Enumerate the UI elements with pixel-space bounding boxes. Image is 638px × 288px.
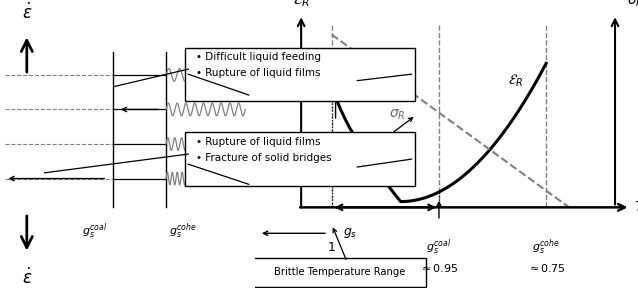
Text: $1$: $1$ (327, 241, 336, 254)
Text: Brittle Temperature Range: Brittle Temperature Range (274, 267, 405, 277)
Text: • Difficult liquid feeding: • Difficult liquid feeding (196, 52, 321, 62)
FancyBboxPatch shape (253, 258, 426, 287)
Text: $g_s^{coal}$: $g_s^{coal}$ (82, 222, 107, 241)
Text: $\approx 0.75$: $\approx 0.75$ (527, 262, 565, 274)
Text: $\mathcal{E}_R$: $\mathcal{E}_R$ (293, 0, 309, 9)
Text: $\sigma_R$: $\sigma_R$ (627, 0, 638, 9)
Text: $\approx 0.95$: $\approx 0.95$ (419, 262, 459, 274)
Text: $g_s^{coal}$: $g_s^{coal}$ (426, 238, 452, 257)
Text: $T$: $T$ (634, 200, 638, 214)
Text: $g_s$: $g_s$ (343, 226, 357, 240)
Text: $g_s^{cohe}$: $g_s^{cohe}$ (532, 238, 560, 257)
Text: • Fracture of solid bridges: • Fracture of solid bridges (196, 153, 332, 163)
Text: $\mathcal{E}_R$: $\mathcal{E}_R$ (508, 73, 523, 90)
Text: $g_s^{cohe}$: $g_s^{cohe}$ (169, 222, 197, 241)
Text: $\dot{\varepsilon}$: $\dot{\varepsilon}$ (22, 268, 32, 288)
Text: $\dot{\varepsilon}$: $\dot{\varepsilon}$ (22, 3, 32, 23)
Text: $\sigma_R$: $\sigma_R$ (389, 108, 406, 122)
Text: • Rupture of liquid films: • Rupture of liquid films (196, 68, 320, 78)
Text: • Rupture of liquid films: • Rupture of liquid films (196, 137, 320, 147)
